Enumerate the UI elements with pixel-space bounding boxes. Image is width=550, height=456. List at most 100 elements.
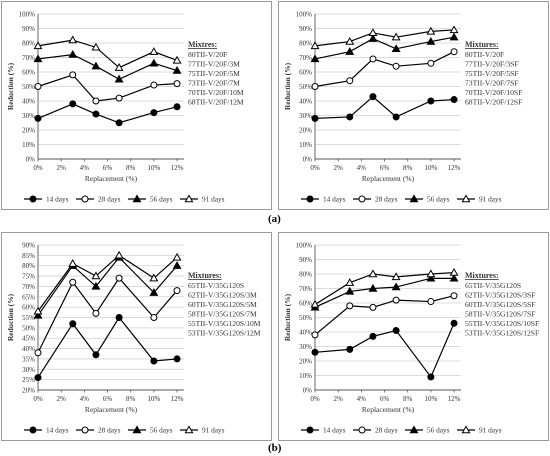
x-tick-label: 8% (403, 395, 413, 403)
data-point (426, 26, 436, 35)
data-point (368, 269, 378, 278)
chart-svg: 0% 10% 20% 30% 40% 50% 60% 70% 80% 90% 100% 0% 2% 4% 6… (283, 242, 539, 435)
data-point (310, 41, 320, 50)
data-point (150, 109, 158, 117)
legend-marker (358, 195, 366, 203)
y-tick-label: 20% (22, 127, 35, 135)
legend-marker (461, 194, 471, 203)
series-line (37, 277, 178, 353)
y-tick-label: 50% (299, 314, 312, 322)
x-tick-label: 8% (126, 164, 136, 172)
data-point (69, 320, 77, 328)
x-tick-label: 6% (103, 164, 113, 172)
data-point (173, 103, 181, 111)
y-tick-label: 50% (22, 324, 35, 332)
data-point (91, 281, 101, 290)
y-axis-label: Reduction (%) (283, 62, 292, 110)
y-axis-label: Reduction (%) (6, 293, 15, 341)
data-point (149, 273, 159, 282)
y-tick-label: 70% (299, 54, 312, 62)
y-tick-label: 30% (22, 366, 35, 374)
series-line (314, 29, 455, 47)
chart-svg: 0% 10% 20% 30% 40% 50% 60% 70% 80% 90% 100% 0% 2% 4% 6… (6, 11, 244, 204)
series-28-days (311, 292, 458, 339)
legend-marker (306, 426, 314, 434)
y-tick-label: 30% (299, 112, 312, 120)
legend-label: 91 days (202, 426, 225, 435)
data-point (114, 63, 124, 71)
data-point (311, 83, 319, 90)
figure-label-a: (a) (268, 213, 281, 225)
data-point (368, 28, 378, 37)
data-point (149, 58, 159, 67)
mixtures-title: Mixtures: (465, 40, 499, 49)
series-14-days (34, 314, 181, 382)
x-tick-label: 2% (334, 395, 344, 403)
series-91-days (310, 267, 459, 308)
legend: 14 days 28 days 56 days 91 days (301, 194, 502, 204)
data-point (450, 48, 458, 56)
x-tick-label: 6% (103, 395, 113, 403)
y-tick-label: 25% (22, 376, 35, 384)
y-tick-label: 100% (296, 11, 313, 19)
data-point (311, 114, 319, 122)
legend-label: 14 days (323, 426, 346, 435)
mixture-item: 62TII-V/35G120S/3M (188, 291, 257, 300)
data-point (427, 373, 435, 381)
y-axis-label: Reduction (%) (283, 293, 292, 341)
data-point (311, 348, 319, 356)
y-tick-label: 40% (299, 329, 312, 337)
y-tick-label: 50% (22, 83, 35, 91)
data-point (91, 271, 101, 280)
figure-label-b: (b) (268, 442, 282, 454)
data-point (91, 42, 101, 51)
y-axis-label: Reduction (%) (6, 62, 15, 110)
data-point (69, 100, 77, 108)
x-tick-label: 10% (424, 395, 437, 403)
mixture-item: 58TII-V/35G120S/7M (188, 310, 257, 319)
mixture-item: 53TII-V/35G120S/12M (188, 329, 261, 338)
data-point (34, 114, 42, 122)
mixture-item: 65TII-V/35G120S (188, 281, 244, 290)
series-14-days (311, 319, 458, 381)
x-tick-label: 12% (448, 164, 461, 172)
data-point (346, 77, 354, 85)
data-point (368, 34, 378, 42)
legend-marker (184, 425, 194, 434)
data-point (33, 54, 43, 63)
data-point (310, 54, 320, 63)
data-point (346, 345, 354, 353)
data-point (150, 357, 158, 365)
data-point (426, 269, 436, 278)
y-tick-label: 100% (296, 242, 313, 250)
series-line (314, 51, 455, 88)
data-point (173, 80, 181, 88)
legend-label: 14 days (46, 195, 69, 204)
data-point (427, 97, 435, 105)
series-56-days (310, 32, 459, 63)
y-tick-label: 100% (19, 11, 36, 19)
legend-label: 56 days (150, 426, 173, 435)
mixture-item: 70TII-V/20F/10SF (465, 88, 522, 97)
mixture-item: 58TII-V/35G120S/7SF (465, 310, 535, 319)
data-point (345, 278, 355, 286)
x-tick-label: 8% (126, 395, 136, 403)
data-point (427, 59, 435, 67)
data-point (34, 374, 42, 382)
series-14-days (311, 93, 458, 122)
data-point (115, 274, 123, 282)
mixture-item: 53TII-V/35G120S/12SF (465, 329, 539, 338)
y-tick-label: 10% (299, 372, 312, 380)
data-point (34, 83, 42, 90)
legend-label: 91 days (479, 426, 502, 435)
x-tick-label: 0% (33, 395, 43, 403)
mixture-item: 77TII-V/20F/3M (188, 60, 240, 69)
chart-panel-a-left: 0% 10% 20% 30% 40% 50% 60% 70% 80% 90% 100% 0% 2% 4% 6… (1, 1, 272, 210)
mixture-item: 80TII-V/20F (188, 50, 227, 59)
y-tick-label: 45% (22, 335, 35, 343)
data-point (369, 332, 377, 340)
y-tick-label: 30% (299, 343, 312, 351)
legend-marker (461, 425, 471, 434)
mixture-item: 55TII-V/35G120S/10M (188, 319, 261, 328)
data-point (92, 309, 100, 317)
